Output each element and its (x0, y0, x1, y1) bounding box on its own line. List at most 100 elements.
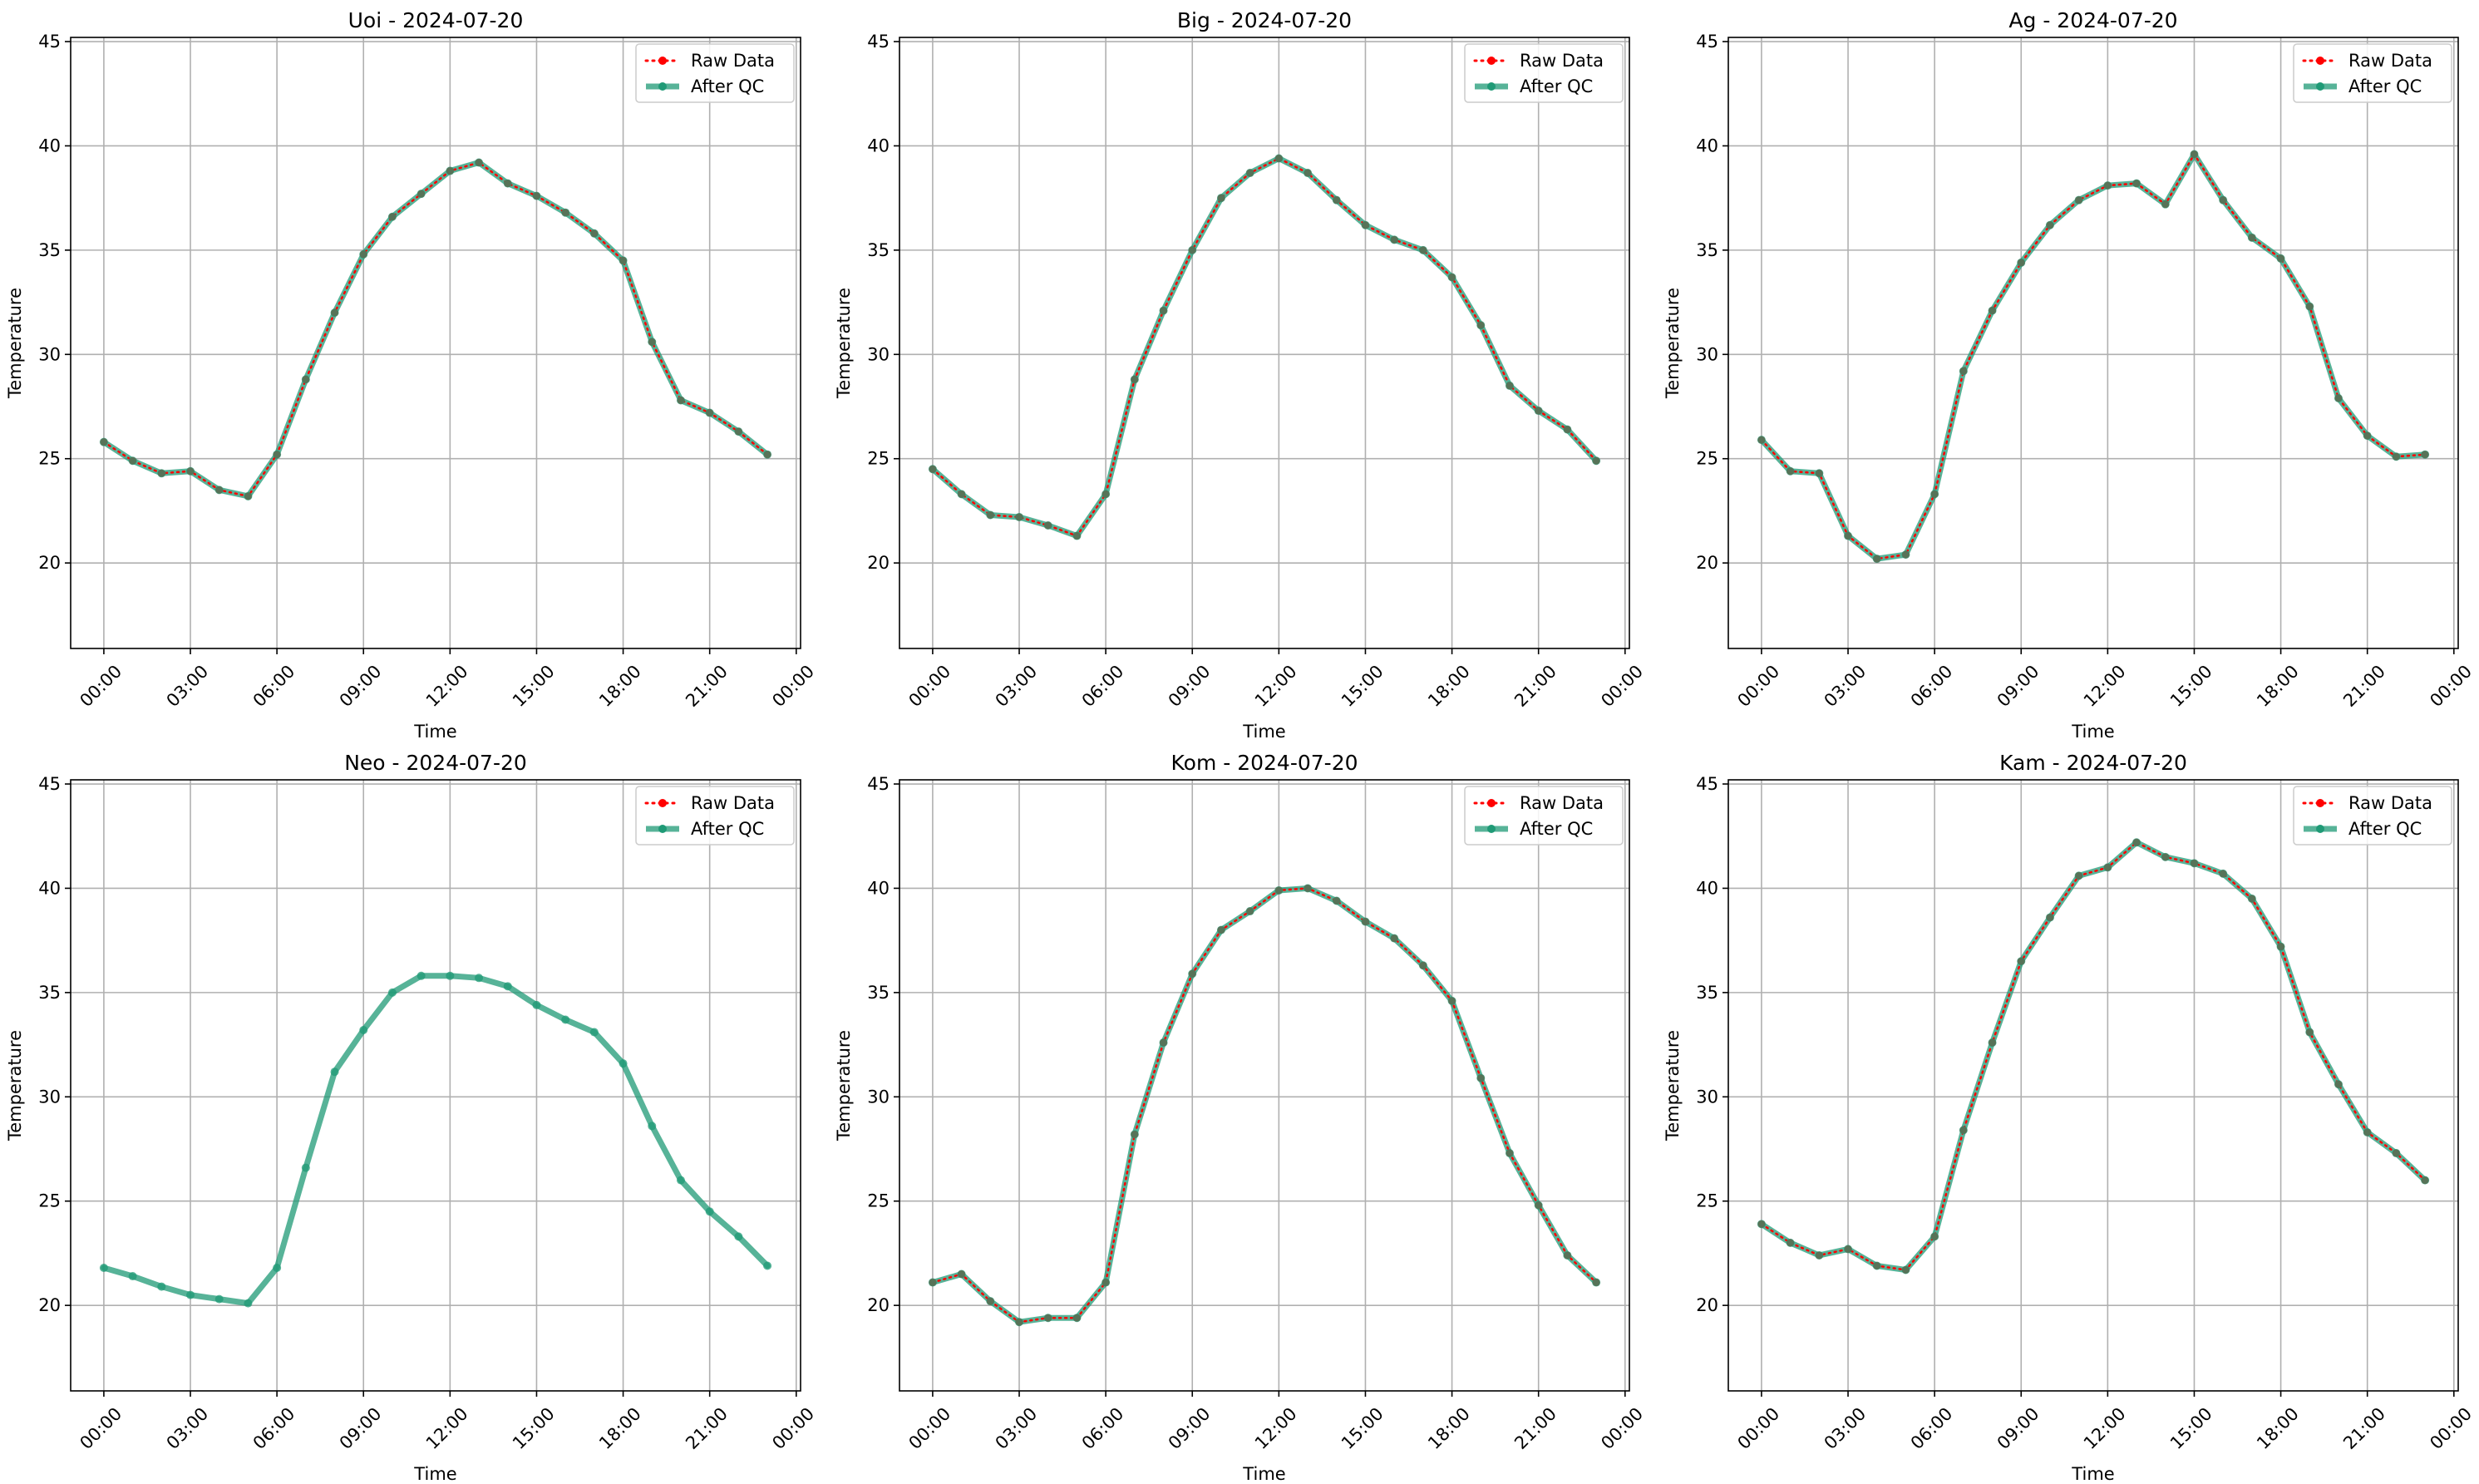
after-qc-point (416, 971, 426, 980)
after-qc-point (503, 982, 512, 991)
x-tick-label: 06:00 (249, 661, 299, 711)
y-tick-label: 25 (867, 449, 890, 469)
legend-raw-marker (1487, 799, 1496, 807)
after-qc-point (387, 212, 397, 221)
after-qc-point (2017, 258, 2026, 267)
after-qc-point (676, 396, 685, 405)
y-tick-label: 30 (38, 1087, 61, 1107)
legend-raw-marker (2316, 799, 2324, 807)
x-tick-label: 00:00 (768, 661, 818, 711)
subplot-title: Neo - 2024-07-20 (344, 751, 527, 775)
y-tick-label: 25 (1696, 1191, 1718, 1211)
y-tick-label: 20 (867, 553, 890, 573)
after-qc-point (1245, 169, 1254, 178)
y-axis-label: Temperature (1663, 1030, 1683, 1141)
subplot-5: 20 25 30 35 40 45 00:00 03:00 06:00 09:00 12:00 15:… (834, 751, 1647, 1484)
legend: Raw Data After QC (1464, 786, 1624, 846)
after-qc-point (676, 1176, 685, 1185)
y-tick-label: 20 (38, 553, 61, 573)
x-tick-label: 06:00 (1078, 1403, 1128, 1453)
after-qc-point (2045, 220, 2054, 229)
after-qc-point (1361, 220, 1370, 229)
after-qc-point (1130, 1130, 1139, 1139)
after-qc-point (2190, 150, 2199, 159)
after-qc-point (1901, 1265, 1910, 1274)
after-qc-point (2045, 913, 2054, 922)
series-line-raw-data (1760, 841, 2427, 1271)
after-qc-point (928, 465, 937, 474)
after-qc-point (1390, 235, 1399, 244)
after-qc-point (1072, 1314, 1082, 1323)
legend-qc-label: After QC (691, 819, 764, 839)
after-qc-point (2074, 195, 2083, 205)
y-tick-label: 35 (1696, 240, 1718, 260)
y-tick-label: 20 (867, 1295, 890, 1315)
after-qc-point (1959, 1126, 1968, 1135)
y-tick-label: 35 (38, 983, 61, 1003)
y-tick-label: 45 (38, 32, 61, 52)
series-line-after-qc (101, 160, 771, 500)
x-tick-label: 00:00 (904, 661, 954, 711)
series-line-after-qc (1758, 839, 2428, 1274)
x-tick-label: 18:00 (595, 661, 645, 711)
y-axis-label: Temperature (834, 1030, 854, 1141)
after-qc-point (99, 1263, 108, 1272)
y-tick-label: 20 (1696, 553, 1718, 573)
after-qc-point (589, 229, 599, 238)
legend-raw-marker (658, 57, 667, 65)
after-qc-point (446, 971, 455, 980)
y-tick-label: 25 (867, 1191, 890, 1211)
x-tick-label: 06:00 (1907, 1403, 1957, 1453)
after-qc-point (301, 375, 310, 384)
legend-raw-label: Raw Data (1520, 51, 1604, 71)
after-qc-point (1447, 996, 1456, 1005)
x-axis-label: Time (413, 1464, 456, 1481)
after-qc-point (475, 974, 484, 983)
axes-frame (70, 37, 801, 649)
after-qc-point (2161, 852, 2170, 861)
after-qc-point (99, 437, 108, 446)
after-qc-point (2363, 1127, 2372, 1136)
x-tick-label: 00:00 (768, 1403, 818, 1453)
after-qc-point (1930, 490, 1939, 499)
after-qc-point (1015, 512, 1024, 521)
legend-qc-marker (2316, 825, 2324, 833)
after-qc-point (416, 190, 426, 199)
after-qc-point (244, 1299, 253, 1308)
legend-raw-marker (1487, 57, 1496, 65)
x-tick-label: 09:00 (1994, 1403, 2043, 1453)
y-tick-label: 45 (1696, 32, 1718, 52)
legend-qc-marker (2316, 82, 2324, 91)
series-line-after-qc (929, 885, 1599, 1325)
after-qc-point (128, 456, 137, 466)
y-tick-label: 45 (1696, 774, 1718, 794)
x-tick-label: 18:00 (1424, 661, 1474, 711)
after-qc-point (1505, 381, 1514, 390)
x-tick-label: 00:00 (2426, 1403, 2476, 1453)
x-tick-label: 18:00 (2253, 661, 2303, 711)
after-qc-point (619, 256, 628, 265)
x-axis-label: Time (413, 722, 456, 742)
subplot-3: 20 25 30 35 40 45 00:00 03:00 06:00 09:00 12:00 15:… (1663, 8, 2476, 742)
after-qc-point (2363, 431, 2372, 441)
series-line-raw-data (931, 887, 1598, 1324)
after-qc-point (1274, 154, 1284, 163)
after-qc-point (957, 490, 966, 499)
after-qc-point (2421, 1176, 2430, 1185)
x-tick-label: 15:00 (2166, 661, 2216, 711)
x-tick-label: 03:00 (163, 1403, 213, 1453)
after-qc-point (1592, 456, 1601, 466)
y-tick-label: 25 (38, 449, 61, 469)
x-tick-label: 00:00 (76, 661, 126, 711)
y-axis-label: Temperature (1663, 288, 1683, 399)
after-qc-point (2334, 393, 2343, 402)
x-tick-label: 18:00 (2253, 1403, 2303, 1453)
after-qc-point (2132, 838, 2141, 847)
series-line-after-qc (929, 155, 1599, 540)
after-qc-point (2103, 181, 2112, 190)
y-tick-label: 30 (867, 1087, 890, 1107)
after-qc-point (1786, 1238, 1795, 1247)
after-qc-point (1447, 273, 1456, 282)
after-qc-point (648, 1122, 657, 1131)
after-qc-point (1332, 195, 1341, 205)
